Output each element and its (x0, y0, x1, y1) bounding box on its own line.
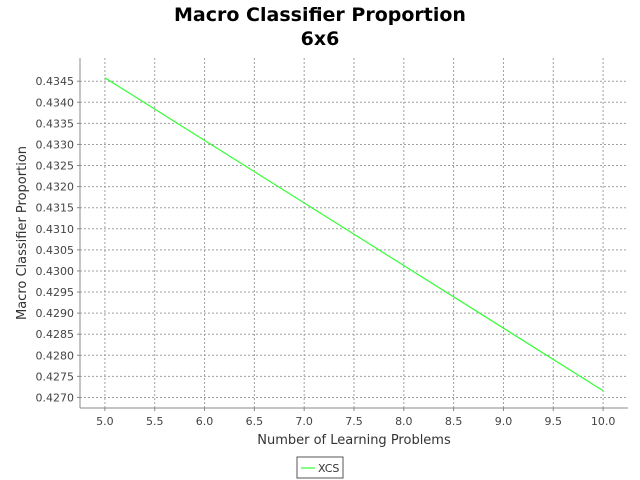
y-tick-label: 0.4325 (36, 160, 75, 173)
y-tick-label: 0.4320 (36, 181, 75, 194)
y-tick-label: 0.4345 (36, 75, 75, 88)
y-tick-label: 0.4310 (36, 223, 75, 236)
tick-labels: 5.0 5.5 6.0 6.5 7.0 7.5 8.0 8.5 9.0 9.5 10.0 0.4345… (36, 75, 616, 428)
y-tick-label: 0.4275 (36, 370, 75, 383)
x-tick-label: 6.5 (246, 415, 264, 428)
y-tick-label: 0.4300 (36, 265, 75, 278)
y-tick-label: 0.4280 (36, 349, 75, 362)
y-tick-label: 0.4270 (36, 391, 75, 404)
x-tick-label: 6.0 (196, 415, 214, 428)
x-tick-label: 7.0 (295, 415, 313, 428)
x-tick-label: 10.0 (591, 415, 616, 428)
x-tick-label: 5.5 (146, 415, 164, 428)
x-tick-label: 8.0 (395, 415, 413, 428)
series-layer (104, 77, 604, 392)
y-tick-label: 0.4285 (36, 328, 75, 341)
x-tick-label: 5.0 (96, 415, 114, 428)
chart-subtitle: 6x6 (301, 28, 340, 50)
y-tick-label: 0.4290 (36, 307, 75, 320)
y-tick-label: 0.4335 (36, 117, 75, 130)
x-tick-label: 7.5 (345, 415, 363, 428)
y-tick-label: 0.4340 (36, 96, 75, 109)
x-tick-label: 8.5 (445, 415, 463, 428)
x-tick-label: 9.0 (495, 415, 513, 428)
y-tick-label: 0.4330 (36, 138, 75, 151)
y-axis-label: Macro Classifier Proportion (15, 146, 30, 320)
grid-lines (80, 58, 628, 408)
series-line-xcs (104, 77, 604, 392)
x-axis-label: Number of Learning Problems (257, 433, 451, 448)
axes (77, 58, 628, 411)
legend-box (296, 456, 344, 479)
legend-label-xcs: XCS (318, 462, 339, 475)
y-tick-label: 0.4305 (36, 244, 75, 257)
legend: XCS (296, 456, 344, 479)
chart-title: Macro Classifier Proportion (174, 4, 466, 26)
y-tick-label: 0.4295 (36, 286, 75, 299)
y-tick-label: 0.4315 (36, 202, 75, 215)
x-tick-label: 9.5 (545, 415, 563, 428)
